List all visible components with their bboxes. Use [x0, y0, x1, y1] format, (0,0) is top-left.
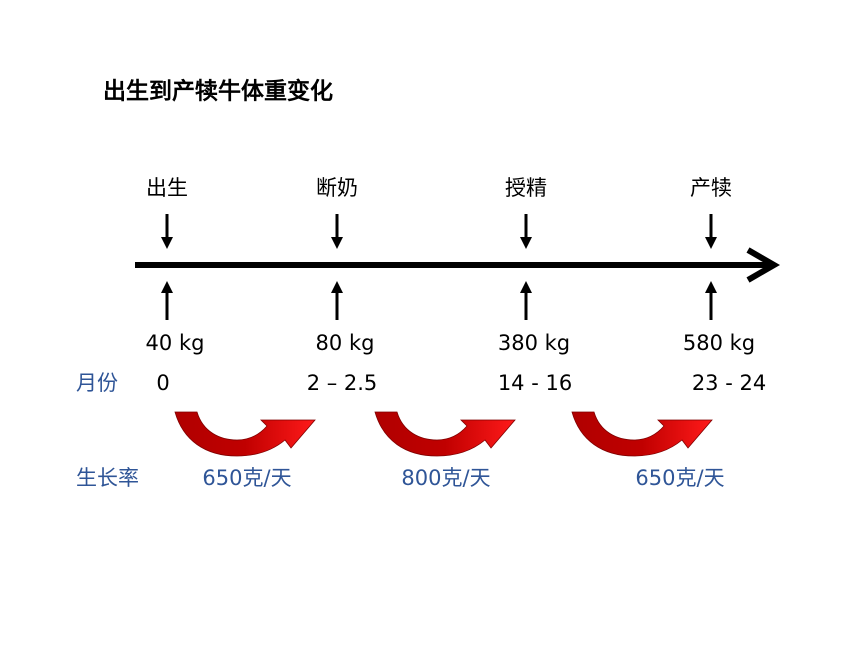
timeline-arrowhead: [746, 247, 781, 283]
rate: 650克/天: [635, 466, 724, 490]
stage-weight: 40 kg: [146, 331, 205, 355]
month-row-label: 月份: [76, 371, 118, 395]
curved-arrow: [174, 411, 316, 457]
timeline: [135, 247, 781, 283]
rate: 800克/天: [401, 466, 490, 490]
curved-arrow: [374, 411, 516, 457]
stage-weight: 580 kg: [683, 331, 755, 355]
stage-label: 断奶: [316, 176, 358, 200]
stage-month: 23 - 24: [692, 371, 766, 395]
stage-label: 授精: [505, 176, 547, 200]
rate-row-label: 生长率: [76, 466, 139, 490]
title: 出生到产犊牛体重变化: [103, 78, 333, 105]
stages: 出生 40 kg 0 断奶 80 kg 2 – 2.5 授精 380 kg 14 - 16 产犊 5…: [146, 176, 767, 395]
stage-label: 出生: [146, 176, 188, 200]
stage-month: 14 - 16: [498, 371, 572, 395]
stage-weight: 80 kg: [316, 331, 375, 355]
rate: 650克/天: [202, 466, 291, 490]
stage-month: 0: [156, 371, 169, 395]
stage-month: 2 – 2.5: [307, 371, 378, 395]
stage-weight: 380 kg: [498, 331, 570, 355]
curved-arrow: [571, 411, 713, 457]
stage-label: 产犊: [690, 176, 732, 200]
